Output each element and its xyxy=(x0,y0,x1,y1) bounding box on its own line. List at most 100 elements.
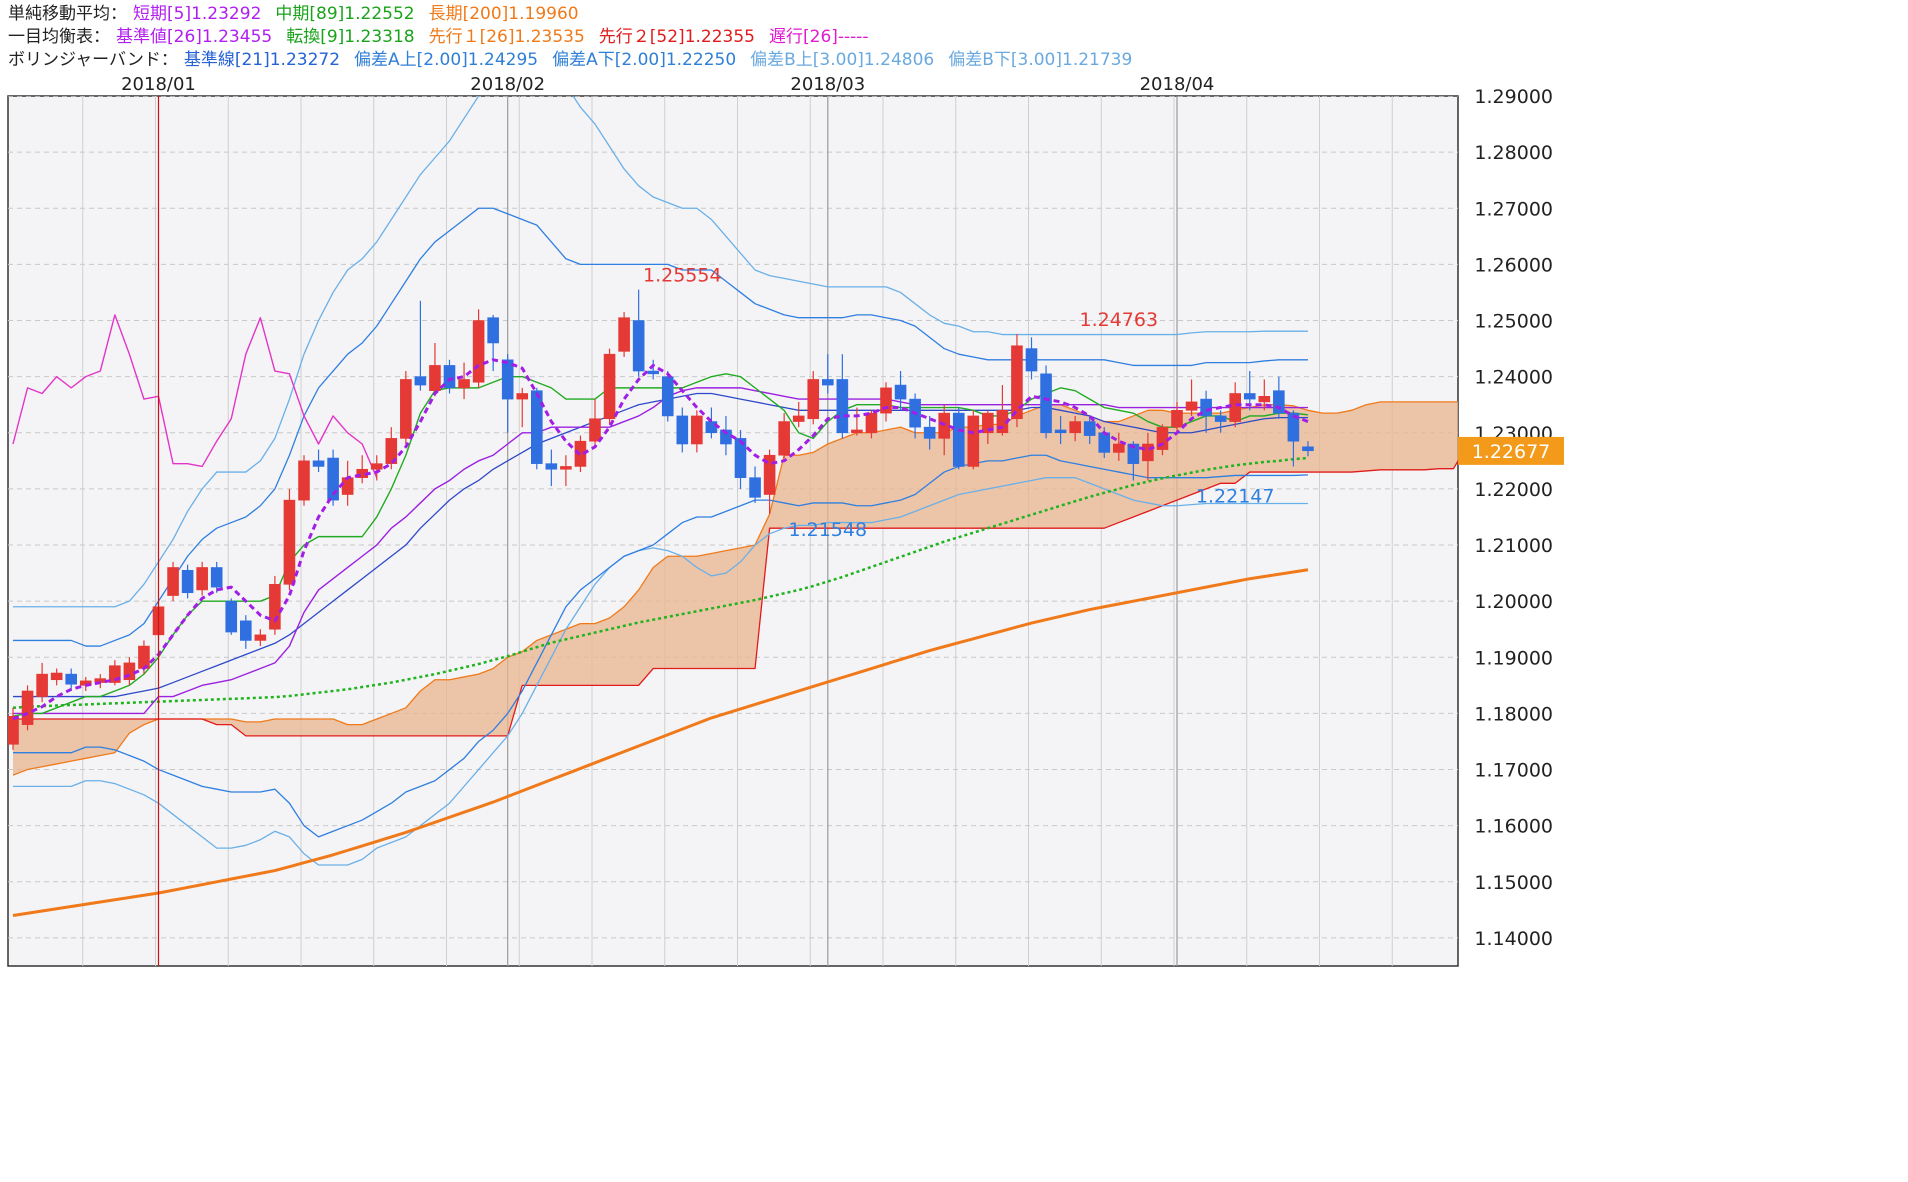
bb-a-lower-line xyxy=(13,454,1308,838)
ichimoku-legend: 一目均衡表： 基準値[26]1.23455 転換[9]1.23318 先行１[26]1… xyxy=(8,26,883,48)
candle-body xyxy=(1229,393,1241,422)
candle-body xyxy=(618,317,630,352)
y-tick-label: 1.24000 xyxy=(1474,367,1553,389)
bb-a-upper-line xyxy=(13,207,1308,647)
candle-body xyxy=(923,426,936,439)
candle-body xyxy=(36,673,48,697)
plot-area xyxy=(7,95,1459,967)
candle-body xyxy=(865,412,878,434)
y-tick-label: 1.21000 xyxy=(1474,535,1553,557)
candle-body xyxy=(1040,373,1052,434)
candle-body xyxy=(851,429,863,434)
plot-layer: 1.25554 1.24763 1.21548 1.22147 xyxy=(8,96,1458,966)
candle-body xyxy=(1113,443,1125,453)
candle-body xyxy=(1273,390,1285,414)
candle-body xyxy=(210,567,223,588)
candle-body xyxy=(734,438,747,478)
candle-body xyxy=(1258,395,1271,403)
y-tick-label: 1.20000 xyxy=(1474,591,1553,613)
candle-body xyxy=(501,359,514,400)
sma-short-label: 短期[5]1.23292 xyxy=(133,4,262,24)
sma89-line xyxy=(12,456,1309,710)
candle-body xyxy=(894,384,907,400)
candle-body xyxy=(50,672,63,681)
kijun-line xyxy=(13,387,1308,715)
candle-body xyxy=(283,499,296,585)
chikou-line xyxy=(12,314,378,478)
candle-body xyxy=(443,365,456,389)
candle-body xyxy=(545,463,558,470)
sma-legend-label: 単純移動平均： xyxy=(8,4,127,24)
y-tick-label: 1.28000 xyxy=(1474,142,1553,164)
candle-body xyxy=(181,569,194,594)
y-tick-label: 1.27000 xyxy=(1474,198,1553,220)
sma-long-label: 長期[200]1.19960 xyxy=(428,4,579,24)
candle-body xyxy=(763,454,776,495)
y-tick-label: 1.15000 xyxy=(1474,872,1553,894)
bollinger-a-upper-label: 偏差A上[2.00]1.24295 xyxy=(354,50,539,70)
candle-body xyxy=(661,376,674,417)
candle-body xyxy=(647,370,660,375)
candle-body xyxy=(487,317,499,344)
candle-body xyxy=(967,415,980,467)
candle-body xyxy=(952,412,965,467)
x-tick-label: 2018/02 xyxy=(470,74,545,95)
price-annotation: 1.21548 xyxy=(789,519,868,541)
ichimoku-legend-label: 一目均衡表： xyxy=(8,27,110,47)
candle-body xyxy=(1200,398,1212,417)
candle-body xyxy=(1069,421,1081,434)
ichimoku-chikou-label: 遅行[26]----- xyxy=(769,27,869,47)
candle-body xyxy=(632,320,645,372)
bb-b-upper-line xyxy=(13,96,1308,608)
candle-body xyxy=(1127,443,1140,464)
candle-body xyxy=(472,320,485,383)
y-tick-label: 1.19000 xyxy=(1474,647,1553,669)
bollinger-legend: ボリンジャーバンド： 基準線[21]1.23272 偏差A上[2.00]1.2429… xyxy=(8,49,1146,71)
x-tick-label: 2018/01 xyxy=(121,74,196,95)
candle-body xyxy=(225,600,238,633)
candle-body xyxy=(821,379,834,386)
price-annotation: 1.22147 xyxy=(1196,485,1275,507)
price-annotation: 1.25554 xyxy=(643,265,722,287)
y-tick-label: 1.22000 xyxy=(1474,479,1553,501)
candle-body xyxy=(429,365,441,391)
candle-body xyxy=(1142,443,1154,462)
candle-body xyxy=(1011,345,1023,420)
candle-body xyxy=(385,438,398,464)
candle-body xyxy=(1302,446,1314,452)
y-tick-label: 1.18000 xyxy=(1474,703,1553,725)
x-tick-label: 2018/03 xyxy=(790,74,865,95)
candle-body xyxy=(254,634,267,641)
candle-body xyxy=(109,665,121,683)
price-annotation: 1.24763 xyxy=(1080,309,1159,331)
candle-body xyxy=(1243,393,1256,400)
candle-body xyxy=(167,567,179,596)
y-tick-label: 1.17000 xyxy=(1474,760,1553,782)
candle-body xyxy=(603,353,616,420)
y-tick-label: 1.14000 xyxy=(1474,928,1553,950)
candle-body xyxy=(589,418,601,442)
candle-body xyxy=(138,645,150,669)
candle-body xyxy=(341,477,354,495)
ichimoku-tenkan-label: 転換[9]1.23318 xyxy=(286,27,415,47)
bb-b-lower-line xyxy=(13,477,1308,866)
bollinger-b-lower-label: 偏差B下[3.00]1.21739 xyxy=(948,50,1133,70)
y-tick-label: 1.16000 xyxy=(1474,816,1553,838)
candle-body xyxy=(312,460,325,467)
ichimoku-span-a-label: 先行１[26]1.23535 xyxy=(428,27,585,47)
candle-body xyxy=(1171,410,1183,428)
price-chart[interactable]: 1.25554 1.24763 1.21548 1.22147 1.29000 1.280… xyxy=(0,0,1568,971)
candle-body xyxy=(8,715,19,745)
candle-body xyxy=(269,584,281,630)
candle-body xyxy=(530,390,543,464)
y-tick-label: 1.29000 xyxy=(1474,86,1553,108)
candle-body xyxy=(400,379,412,439)
bollinger-a-lower-label: 偏差A下[2.00]1.22250 xyxy=(552,50,737,70)
candle-body xyxy=(880,387,892,414)
candle-body xyxy=(414,376,427,386)
candle-body xyxy=(458,379,470,389)
sma200-line xyxy=(12,568,1309,917)
bollinger-b-upper-label: 偏差B上[3.00]1.24806 xyxy=(750,50,935,70)
span-b-line xyxy=(13,459,1458,737)
candle-body xyxy=(836,379,849,434)
